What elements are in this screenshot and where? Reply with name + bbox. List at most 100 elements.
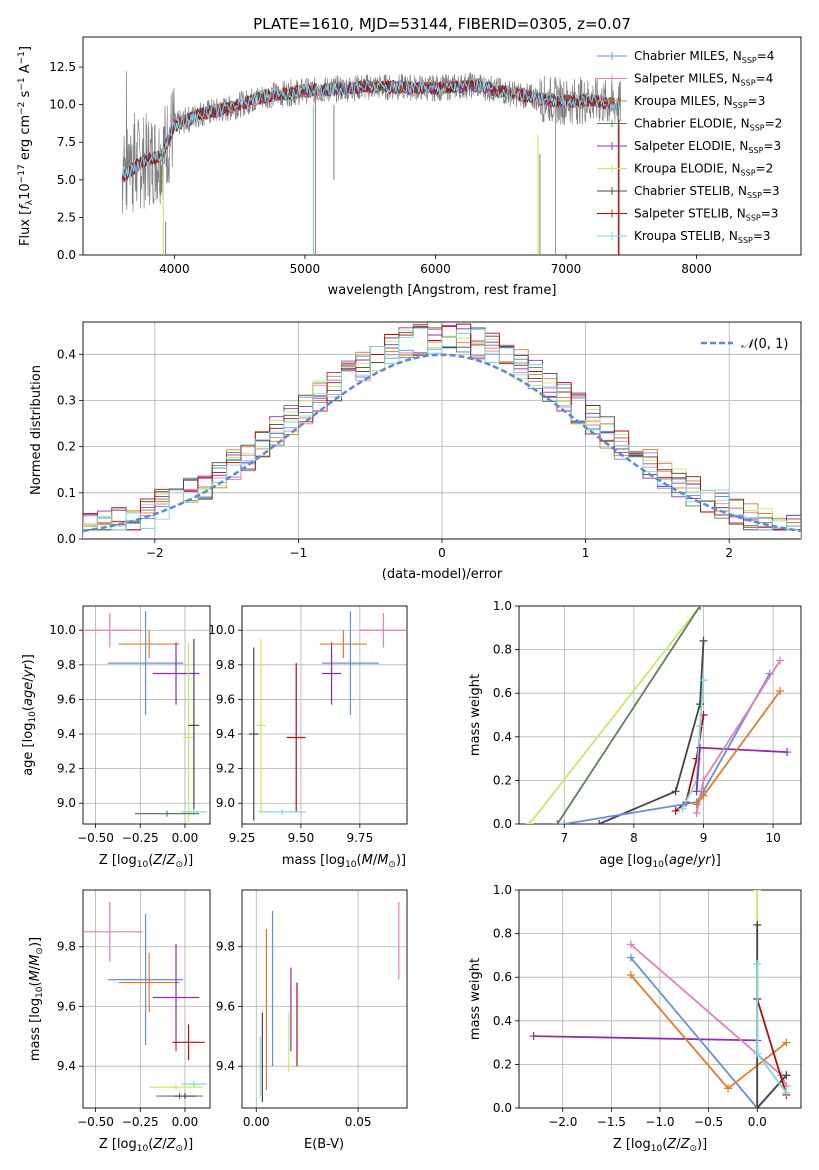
y-tick-label: 0.4: [493, 1014, 512, 1028]
x-tick-label: 0.00: [172, 831, 199, 845]
kroupa-stelib-weight-marker: [696, 721, 705, 730]
legend-label: Kroupa STELIB, NSSP=3: [634, 229, 771, 245]
kroupa-stelib-weight-marker: [753, 960, 762, 969]
y-tick-label: 9.6: [216, 999, 235, 1013]
x-tick-label: 9.25: [229, 831, 256, 845]
y-tick-label: 10.0: [49, 98, 76, 112]
normal-curve: [83, 353, 801, 533]
x-tick-label: 9.75: [346, 831, 373, 845]
y-tick-label: 0.8: [493, 643, 512, 657]
z-weight-y-label: mass weight: [468, 958, 483, 1040]
spectrum-y-label: Flux [fλ10−17 erg cm−2 s−1 A−1]: [17, 46, 35, 246]
y-tick-label: 1.0: [493, 883, 512, 897]
spectrum-title: PLATE=1610, MJD=53144, FIBERID=0305, z=0…: [253, 15, 631, 33]
z-weight-x-label: Z [log10(Z/Z⊙)]: [613, 1137, 707, 1154]
legend-label: Kroupa ELODIE, NSSP=2: [634, 162, 773, 178]
x-tick-label: −2.0: [548, 1115, 577, 1129]
spectrum-panel: PLATE=1610, MJD=53144, FIBERID=0305, z=0…: [17, 15, 802, 298]
x-tick-label: 0.05: [345, 1115, 372, 1129]
legend-label: Kroupa MILES, NSSP=3: [634, 94, 765, 110]
x-tick-label: 9.50: [288, 831, 315, 845]
spectrum-axes: 4000 5000 6000 7000 8000 0.0 2.5 5.0 7.5 10.0 12.5: [49, 36, 802, 276]
chabrier-miles-weight-marker: [626, 953, 635, 962]
y-tick-label: 12.5: [49, 60, 76, 74]
x-tick-label: −1.5: [597, 1115, 626, 1129]
axes-frame: [82, 605, 211, 825]
ebv-mass-x-label: E(B-V): [304, 1137, 344, 1152]
x-tick-label: −0.25: [122, 1115, 159, 1129]
y-tick-label: 9.0: [216, 796, 235, 810]
salpeter-stelib-histogram: [83, 323, 801, 539]
ebv-vs-mass-panel: 0.00 0.05 9.4 9.6 9.8 E(B-V): [216, 889, 408, 1152]
ebv-mass-axes: 0.00 0.05 9.4 9.6 9.8: [216, 889, 408, 1129]
x-tick-label: −2: [146, 546, 164, 560]
axes-frame: [241, 889, 408, 1109]
z-age-y-label: age [log10(age/yr)]: [21, 654, 38, 776]
x-tick-label: 2: [725, 546, 733, 560]
y-tick-label: 9.8: [57, 658, 76, 672]
chabrier-stelib-weight-marker: [782, 1071, 791, 1080]
y-tick-label: 9.4: [216, 727, 235, 741]
x-tick-label: 0.0: [748, 1115, 767, 1129]
y-tick-label: 9.8: [57, 940, 76, 954]
chabrier-stelib-weight-marker: [595, 820, 604, 824]
y-tick-label: 0.0: [493, 817, 512, 831]
y-tick-label: 9.2: [216, 762, 235, 776]
axes-frame: [82, 889, 211, 1109]
legend-label: Salpeter ELODIE, NSSP=3: [634, 139, 781, 155]
spectrum-lines: [121, 71, 622, 255]
y-tick-label: 0.2: [493, 773, 512, 787]
salpeter-stelib-weight-line: [756, 998, 788, 1096]
x-tick-label: −0.25: [122, 831, 159, 845]
salpeter-elodie-weight-marker: [692, 787, 701, 796]
kroupa-stelib-weight-marker: [699, 676, 708, 685]
kroupa-stelib-model-spectrum: [121, 78, 621, 180]
salpeter-miles-weight-marker: [699, 776, 708, 785]
chabrier-stelib-weight-marker: [699, 636, 708, 645]
y-tick-label: 2.5: [57, 210, 76, 224]
x-tick-label: 7: [560, 831, 568, 845]
y-tick-label: 9.6: [216, 692, 235, 706]
y-tick-label: 9.4: [57, 727, 76, 741]
x-tick-label: 5000: [290, 262, 321, 276]
salpeter-miles-weight-marker: [776, 656, 785, 665]
salpeter-elodie-weight-line: [533, 1035, 758, 1042]
chabrier-elodie-weight-line: [556, 606, 701, 824]
y-tick-label: 1.0: [493, 599, 512, 613]
z-age-x-label: Z [log10(Z/Z⊙)]: [99, 853, 193, 870]
legend-label: Chabrier ELODIE, NSSP=2: [634, 117, 782, 133]
age-weight-y-label: mass weight: [468, 674, 483, 756]
chabrier-miles-weight-marker: [560, 820, 569, 824]
chabrier-elodie-weight-marker: [553, 820, 562, 824]
y-tick-label: 0.0: [493, 1101, 512, 1115]
salpeter-elodie-weight-marker: [783, 748, 792, 757]
y-tick-label: 9.8: [216, 658, 235, 672]
residual-histogram-panel: −2 −1 0 1 2 0.0 0.1 0.2 0.3 0.4 𝒩(0, 1) (data-mod…: [29, 321, 802, 582]
salpeter-stelib-weight-marker: [671, 806, 680, 815]
age-weight-lines: [525, 606, 792, 824]
kroupa-stelib-weight-marker: [753, 1049, 762, 1058]
kroupa-miles-weight-marker: [724, 1084, 733, 1093]
chabrier-stelib-weight-marker: [671, 787, 680, 796]
z-mass-x-label: Z [log10(Z/Z⊙)]: [99, 1137, 193, 1154]
y-tick-label: 0.6: [493, 970, 512, 984]
z-mass-crosses: [83, 901, 207, 1100]
mass-age-x-label: mass [log10(M/M⊙)]: [282, 853, 406, 870]
x-tick-label: −0.5: [694, 1115, 723, 1129]
spectrum-legend: Chabrier MILES, NSSP=4 Salpeter MILES, NS…: [597, 49, 782, 245]
legend-label: Salpeter MILES, NSSP=4: [634, 72, 773, 88]
chabrier-stelib-histogram: [83, 325, 801, 539]
histogram-x-label: (data-model)/error: [382, 567, 503, 582]
y-tick-label: 0.0: [57, 248, 76, 262]
axes-frame: [82, 36, 802, 256]
chabrier-stelib-weight-marker: [753, 920, 762, 929]
x-tick-label: −1: [290, 546, 308, 560]
mass-age-crosses: [249, 611, 407, 821]
chabrier-stelib-weight-line: [598, 640, 705, 824]
salpeter-miles-weight-marker: [626, 940, 635, 949]
axes-frame: [518, 889, 802, 1109]
legend-label: Salpeter STELIB, NSSP=3: [634, 207, 778, 223]
kroupa-miles-weight-marker: [776, 687, 785, 696]
salpeter-miles-weight-marker: [692, 809, 701, 818]
